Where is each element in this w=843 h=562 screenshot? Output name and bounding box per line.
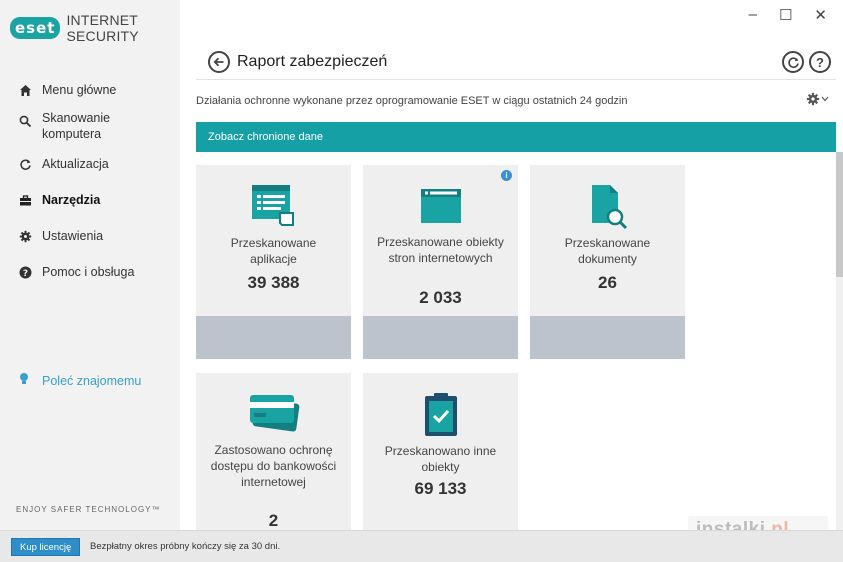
banner-label: Zobacz chronione dane xyxy=(208,131,323,143)
document-search-icon xyxy=(530,183,685,231)
tile-banking-protection[interactable]: Zastosowano ochronę dostępu do bankowośc… xyxy=(196,373,351,530)
refresh-icon xyxy=(787,56,799,68)
sidebar-item-help[interactable]: ? Pomoc i obsługa xyxy=(0,260,180,284)
report-subtitle: Działania ochronne wykonane przez oprogr… xyxy=(196,95,628,107)
refresh-icon xyxy=(18,157,32,171)
refresh-button[interactable] xyxy=(782,51,804,73)
main-nav: Menu główne Skanowanie komputera Aktuali… xyxy=(0,78,180,284)
tile-label: Przeskanowane obiekty stron internetowyc… xyxy=(377,235,504,265)
help-button[interactable]: ? xyxy=(809,51,831,73)
clipboard-check-icon xyxy=(363,391,518,439)
tile-value: 69 133 xyxy=(414,479,467,498)
tile-scanned-documents[interactable]: Przeskanowane dokumenty 26 xyxy=(530,165,685,359)
tile-label: Przeskanowane aplikacje xyxy=(230,236,317,266)
svg-text:?: ? xyxy=(22,269,27,279)
gear-icon xyxy=(18,229,32,243)
sidebar-item-label: Skanowanie komputera xyxy=(42,111,111,141)
report-settings-button[interactable] xyxy=(806,92,829,106)
sidebar-item-home[interactable]: Menu główne xyxy=(0,78,180,102)
tile-label: Zastosowano ochronę dostępu do bankowośc… xyxy=(210,443,337,489)
tile-scanned-web-objects[interactable]: i Przeskanowane obiekty stron internetow… xyxy=(363,165,518,359)
scrollbar-thumb[interactable] xyxy=(836,152,843,277)
sidebar-item-label: Pomoc i obsługa xyxy=(42,265,135,279)
sidebar-item-label: Ustawienia xyxy=(42,229,104,243)
recommend-label: Poleć znajomemu xyxy=(42,373,142,388)
help-icon: ? xyxy=(18,265,32,279)
tile-footer xyxy=(530,316,685,359)
tile-scanned-apps[interactable]: Przeskanowane aplikacje 39 388 xyxy=(196,165,351,359)
sidebar-item-label: Menu główne xyxy=(42,83,117,97)
tile-other-objects[interactable]: Przeskanowano inne obiekty 69 133 xyxy=(363,373,518,530)
sidebar-item-scan[interactable]: Skanowanie komputera xyxy=(0,106,180,146)
sidebar-item-label: Aktualizacja xyxy=(42,157,109,171)
tile-label: Przeskanowano inne obiekty xyxy=(384,444,497,474)
sidebar-item-label: Narzędzia xyxy=(42,193,101,207)
tile-value: 26 xyxy=(598,273,617,292)
minimize-button[interactable]: – xyxy=(748,6,757,23)
buy-license-button[interactable]: Kup licencję xyxy=(11,538,81,556)
apps-report-icon xyxy=(196,183,351,229)
view-protected-data-banner[interactable]: Zobacz chronione dane xyxy=(196,122,836,152)
license-footer: Kup licencję Bezpłatny okres próbny końc… xyxy=(0,530,843,562)
question-icon: ? xyxy=(816,54,824,70)
tile-label: Przeskanowane dokumenty xyxy=(564,236,651,266)
eset-logo: eset INTERNET SECURITY xyxy=(10,12,180,44)
tile-footer xyxy=(363,316,518,359)
page-header: Raport zabezpieczeń ? xyxy=(196,46,836,80)
maximize-button[interactable]: ☐ xyxy=(778,7,793,24)
tile-value: 39 388 xyxy=(247,273,300,292)
tile-value: 2 xyxy=(268,511,279,530)
toolbox-icon xyxy=(18,193,32,207)
sidebar: eset INTERNET SECURITY Menu główne Skano… xyxy=(0,0,180,530)
lightbulb-icon xyxy=(18,372,32,389)
credit-card-icon xyxy=(196,391,351,435)
product-name: INTERNET SECURITY xyxy=(66,12,139,44)
tile-footer xyxy=(196,316,351,359)
recommend-friend-link[interactable]: Poleć znajomemu xyxy=(18,372,141,389)
brand-badge: eset xyxy=(10,17,61,39)
home-icon xyxy=(18,83,32,97)
back-button[interactable] xyxy=(208,51,230,73)
tagline: ENJOY SAFER TECHNOLOGY™ xyxy=(16,505,161,514)
sidebar-item-settings[interactable]: Ustawienia xyxy=(0,224,180,248)
sidebar-item-update[interactable]: Aktualizacja xyxy=(0,152,180,176)
scrollbar[interactable] xyxy=(836,152,843,530)
tile-value: 2 033 xyxy=(419,288,462,307)
browser-window-icon xyxy=(363,187,518,225)
page-title: Raport zabezpieczeń xyxy=(237,53,388,70)
arrow-left-icon xyxy=(213,57,224,67)
sidebar-item-tools[interactable]: Narzędzia xyxy=(0,188,180,212)
search-icon xyxy=(18,114,32,128)
close-button[interactable]: ✕ xyxy=(814,7,827,24)
window-controls: – ☐ ✕ xyxy=(749,6,827,24)
gear-icon xyxy=(806,92,820,106)
chevron-down-icon xyxy=(821,96,829,102)
trial-status-text: Bezpłatny okres próbny kończy się za 30 … xyxy=(90,541,281,552)
info-icon[interactable]: i xyxy=(501,170,512,181)
